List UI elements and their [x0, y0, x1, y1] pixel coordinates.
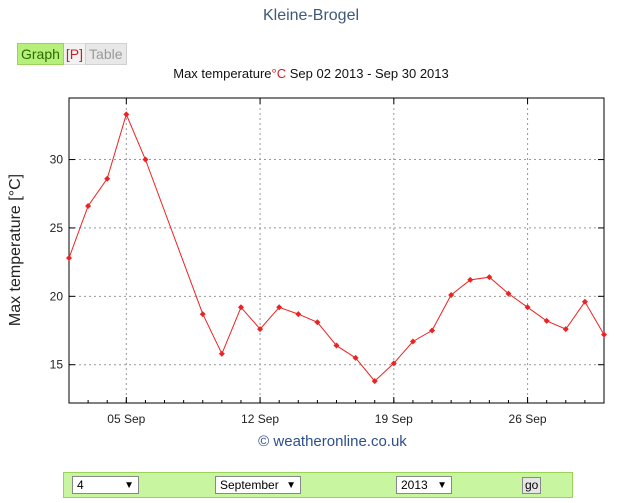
y-tick-label: 25 [50, 221, 64, 235]
year-select-value: 2013 [401, 478, 428, 492]
data-point [524, 304, 531, 311]
data-point [448, 291, 455, 298]
series-line [66, 111, 607, 385]
chart-title-range: Sep 02 2013 - Sep 30 2013 [286, 66, 449, 81]
x-tick-label: 26 Sep [509, 412, 547, 426]
go-button[interactable]: go [522, 477, 542, 494]
plot-frame [68, 97, 605, 404]
data-point [429, 327, 436, 334]
data-point [66, 255, 72, 262]
data-point [562, 326, 569, 333]
tab-print[interactable]: [P] [63, 43, 86, 65]
chart-title-unit: °C [271, 66, 287, 81]
data-point [333, 342, 340, 349]
data-point [295, 311, 302, 318]
y-tick-label: 20 [50, 289, 64, 303]
data-point [85, 203, 92, 210]
data-point [104, 175, 111, 182]
axis-ticks: 15 20 25 30 05 Sep 12 Sep 19 Sep 26 Sep [50, 98, 605, 426]
tab-graph[interactable]: Graph [17, 43, 64, 65]
data-point [218, 350, 225, 357]
x-tick-label: 12 Sep [241, 412, 279, 426]
chevron-down-icon: ▼ [124, 479, 134, 491]
y-tick-label: 30 [50, 153, 64, 167]
chevron-down-icon: ▼ [286, 479, 296, 491]
view-tabs: Graph [P] Table [17, 43, 127, 65]
month-select-value: September [220, 478, 279, 492]
series-polyline [68, 112, 605, 382]
month-select[interactable]: September ▼ [215, 476, 301, 494]
data-point [199, 311, 206, 318]
data-point [467, 276, 474, 283]
data-point [276, 304, 283, 311]
year-select[interactable]: 2013 ▼ [396, 476, 452, 494]
tab-table[interactable]: Table [85, 43, 127, 65]
data-point [257, 326, 264, 333]
data-point [314, 319, 321, 326]
x-tick-label: 05 Sep [107, 412, 145, 426]
date-controls: 4 ▼ September ▼ 2013 ▼ go [63, 472, 573, 498]
chart-title: Max temperature°C Sep 02 2013 - Sep 30 2… [0, 66, 622, 81]
data-point [390, 360, 397, 367]
data-point [409, 338, 416, 345]
data-point [505, 290, 512, 297]
data-point [142, 156, 149, 163]
chart-title-prefix: Max temperature [173, 66, 272, 81]
data-point [486, 274, 493, 281]
data-point [123, 111, 130, 118]
station-title: Kleine-Brogel [262, 7, 360, 24]
day-select[interactable]: 4 ▼ [72, 476, 139, 494]
y-tick-label: 15 [50, 358, 64, 372]
temperature-chart: 15 20 25 30 05 Sep 12 Sep 19 Sep 26 Sep Max tem… [7, 97, 607, 426]
y-axis-label: Max temperature [°C] [7, 174, 24, 326]
day-select-value: 4 [77, 478, 84, 492]
data-point [543, 317, 550, 324]
data-point [601, 331, 607, 338]
grid-lines [69, 98, 604, 403]
data-point [237, 304, 244, 311]
x-tick-label: 19 Sep [375, 412, 413, 426]
data-point [581, 298, 588, 305]
data-point [352, 354, 359, 361]
data-point [371, 378, 378, 385]
chevron-down-icon: ▼ [437, 479, 447, 491]
credit-link[interactable]: © weatheronline.co.uk [258, 433, 407, 450]
